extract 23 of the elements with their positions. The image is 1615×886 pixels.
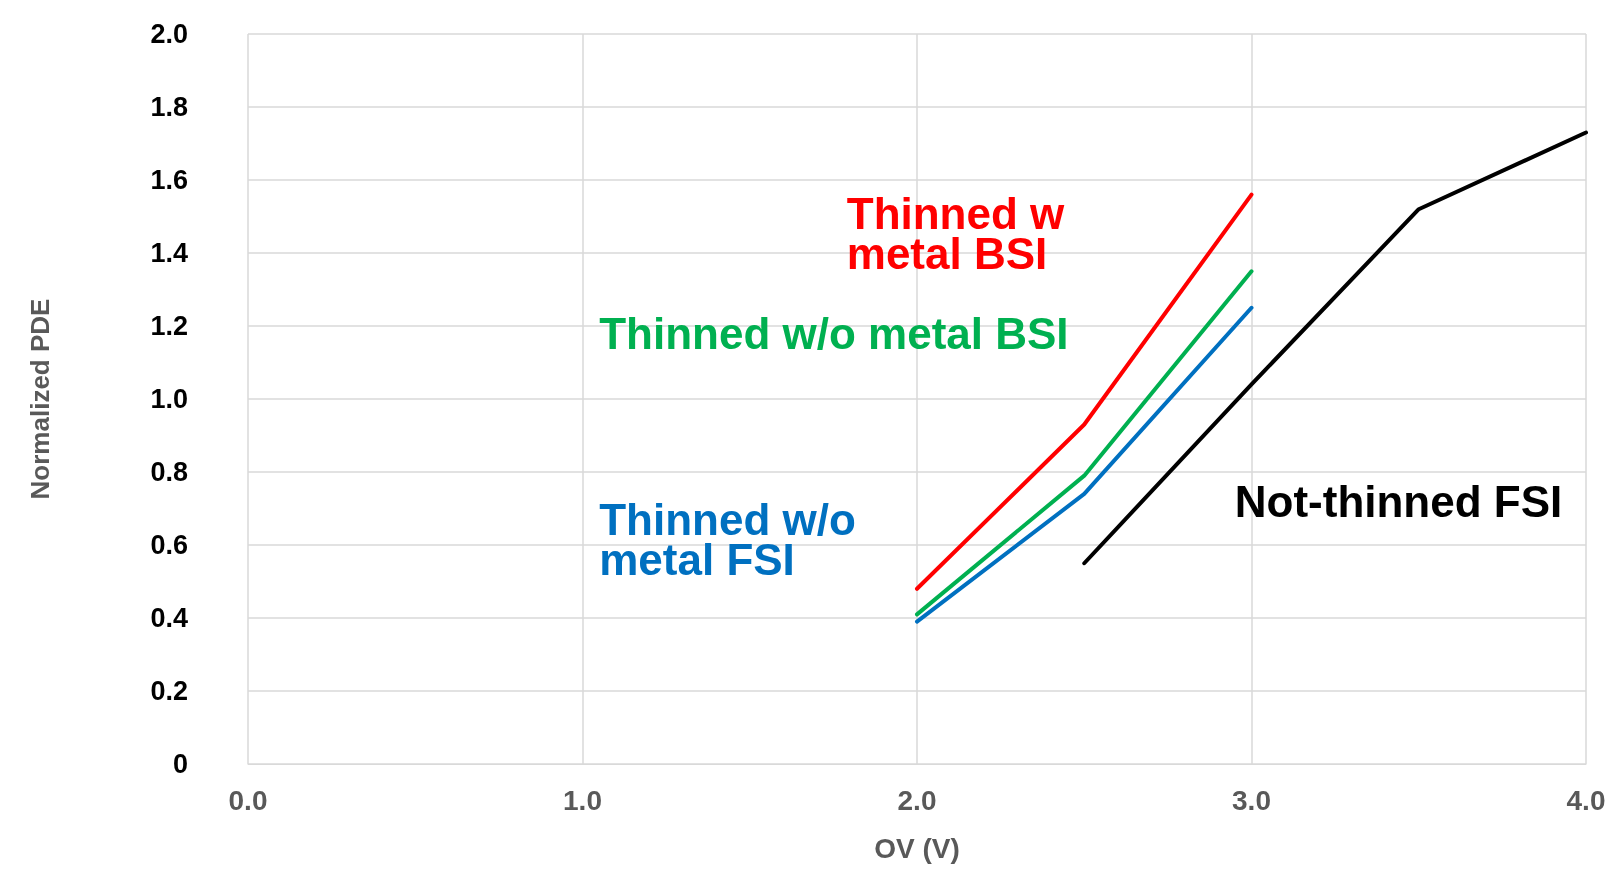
line-series — [1082, 130, 1588, 566]
y-tick-label: 1.2 — [150, 311, 188, 341]
y-tick-label: 0.4 — [150, 603, 188, 633]
y-tick-label: 0 — [172, 749, 188, 779]
series-label: Not-thinned FSI — [1234, 476, 1563, 526]
x-tick-label: 1.0 — [563, 784, 602, 816]
x-tick-label: 0.0 — [228, 784, 268, 816]
y-tick-label: 0.6 — [150, 530, 188, 560]
x-tick-label: 4.0 — [1566, 784, 1606, 816]
y-tick-label: 0.8 — [150, 457, 188, 487]
text: Thinned w metal BSI — [846, 188, 1077, 278]
y-tick-label: 1.4 — [150, 238, 188, 268]
y-axis-title: Normalized PDE — [25, 298, 55, 500]
x-tick-label: 3.0 — [1232, 784, 1271, 816]
x-axis-title: OV (V) — [874, 832, 960, 864]
y-tick-label: 0.2 — [150, 676, 188, 706]
y-tick-label: 1.8 — [150, 92, 188, 122]
series-label: Thinned w/o metal BSI — [599, 309, 1069, 359]
y-tick-label: 2.0 — [150, 19, 188, 49]
y-tick-label: 1.6 — [150, 165, 188, 195]
x-tick-label: 2.0 — [897, 784, 937, 816]
y-tick-label: 1.0 — [150, 384, 188, 414]
series-label: Thinned w/o metal FSI — [599, 495, 869, 585]
